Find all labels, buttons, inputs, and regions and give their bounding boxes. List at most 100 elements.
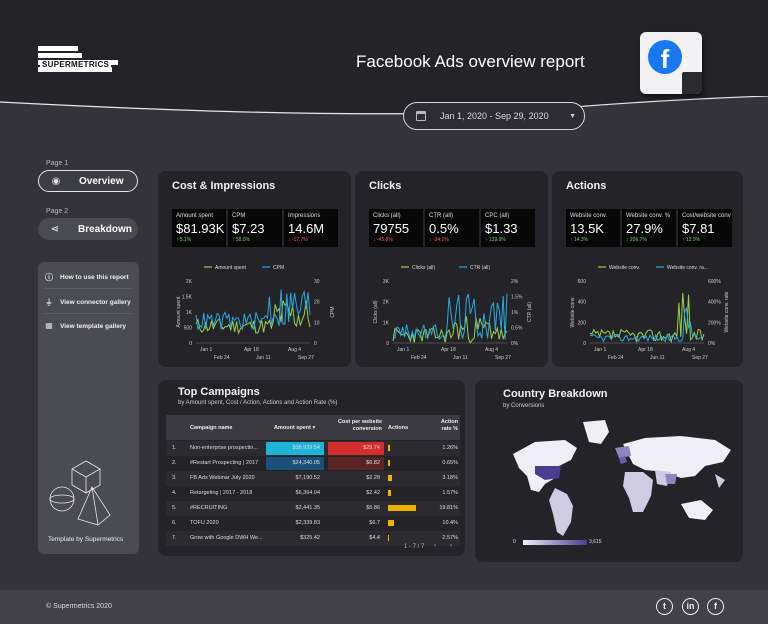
legend-label: Website conv. [609, 265, 640, 271]
table-row[interactable]: 7. Grow with Google DWH We... $325.42 $4… [166, 531, 460, 546]
x-tick-label: Jan 1 [594, 347, 606, 353]
table-row[interactable]: 1. Non-enterprise prospectin... $38,929.… [166, 441, 460, 456]
col-action-rate[interactable]: Action rate % [440, 419, 458, 432]
kpi-value: $81.93K [176, 221, 225, 236]
facebook-icon[interactable]: f [707, 598, 724, 615]
actions-bar [388, 475, 392, 481]
actions-bar [388, 445, 390, 451]
y-axis-label: Website conv. [570, 297, 576, 328]
table-row[interactable]: 6. TOFU 2020 $2,339.83 $6.7 10.4% [166, 516, 460, 531]
legend-label: Clicks (all) [412, 265, 435, 271]
series-line-1 [589, 306, 705, 343]
col-campaign-name[interactable]: Campaign name [190, 425, 233, 431]
kpi-tile: Clicks (all) 79755 ↓ -45.8% [369, 209, 423, 247]
footer: © Supermetrics 2020 t in f [0, 590, 768, 624]
actions-chart: Website conv. Website conv. ra... 600 400 20… [570, 265, 730, 361]
kpi-tile: Website conv. 13.5K ↑ 14.3% [566, 209, 620, 247]
y2-tick-label: 1.5% [511, 295, 523, 301]
series-line-0 [195, 300, 311, 335]
x-tick-label: Sep 27 [298, 355, 314, 361]
country-breakdown-card: Country Breakdown by Conversions 0 3,615 [475, 380, 743, 562]
y2-tick-label: 0 [314, 341, 317, 347]
row-number: 6. [172, 520, 177, 526]
linkedin-icon[interactable]: in [682, 598, 699, 615]
kpi-label: Website conv. [570, 213, 608, 219]
table-row[interactable]: 4. Retargeting | 2017 - 2018 $6,364.04 $… [166, 486, 460, 501]
action-rate: 10.4% [442, 520, 458, 526]
cost-per-conversion: $29.74 [363, 445, 380, 451]
table-row[interactable]: 5. #RECRUITING $2,441.35 $5.86 19.81% [166, 501, 460, 516]
actions-bar [388, 460, 391, 466]
y-tick-label: 400 [578, 300, 587, 306]
card-title: Clicks [369, 180, 402, 192]
legend-label: Website conv. ra... [667, 265, 708, 271]
kpi-value: 79755 [373, 221, 410, 236]
row-number: 5. [172, 505, 177, 511]
facebook-badge: f [640, 32, 702, 94]
kpi-tile: CPC (all) $1.33 ↑ 139.9% [481, 209, 535, 247]
page-title: Facebook Ads overview report [356, 52, 585, 71]
nav-overview-label: Overview [79, 175, 124, 187]
y-tick-label: 600 [578, 279, 587, 285]
usa-region[interactable] [535, 466, 561, 480]
date-range-picker[interactable]: Jan 1, 2020 - Sep 29, 2020 ▼ [403, 102, 585, 130]
nav-breakdown-button[interactable]: ⋖ Breakdown [38, 218, 138, 240]
next-page-icon[interactable]: › [450, 543, 452, 549]
x-tick-label: Jun 11 [650, 355, 665, 361]
cost-per-conversion: $5.86 [366, 505, 380, 511]
kpi-value: 27.9% [626, 221, 663, 236]
y-tick-label: 500 [184, 326, 193, 332]
actions-bar [388, 490, 391, 496]
template-gallery-link[interactable]: ▦ View template gallery [44, 321, 134, 331]
x-tick-label: Aug 4 [682, 347, 695, 353]
table-row[interactable]: 3. FB Ads Webinar July 2020 $7,190.52 $2… [166, 471, 460, 486]
x-tick-label: Jan 1 [397, 347, 409, 353]
cost-per-conversion: $6.82 [366, 460, 380, 466]
share-icon: ⋖ [50, 223, 60, 235]
action-rate: 3.18% [442, 475, 458, 481]
row-number: 7. [172, 535, 177, 541]
y2-axis-label: CTR (all) [527, 302, 533, 322]
prev-page-icon[interactable]: ‹ [434, 543, 436, 549]
world-map [513, 420, 731, 545]
nav-overview-button[interactable]: ◉ Overview [38, 170, 138, 192]
actions-bar [388, 505, 416, 511]
scale-max-label: 3,615 [589, 539, 602, 545]
amount-spent: $38,929.54 [292, 445, 320, 451]
copyright-text: © Supermetrics 2020 [46, 603, 112, 610]
col-amount-spent[interactable]: Amount spent ▾ [274, 425, 316, 431]
table-row[interactable]: 2. #Restart Prospecting | 2017 $24,340.0… [166, 456, 460, 471]
y-tick-label: 1K [383, 320, 390, 326]
col-cost-per-conversion[interactable]: Cost per website conversion [338, 419, 383, 432]
kpi-delta: ↑ 58.0% [232, 237, 251, 243]
y-axis-label: Amount spent [176, 296, 182, 327]
x-tick-label: Apr 18 [441, 347, 456, 353]
header: SUPERMETRICS Facebook Ads overview repor… [0, 0, 768, 136]
spent-heat-cell [266, 457, 324, 470]
card-title: Country Breakdown [503, 388, 608, 400]
cost-per-conversion: $2.28 [366, 475, 380, 481]
series-line-1 [392, 293, 508, 342]
col-actions[interactable]: Actions [388, 425, 409, 431]
page2-label: Page 2 [46, 208, 69, 215]
cpa-heat-cell [328, 442, 384, 455]
kpi-delta: ↑ 139.9% [485, 237, 506, 243]
action-rate: 0.65% [442, 460, 458, 466]
connector-gallery-link[interactable]: ⏚ View connector gallery [44, 297, 134, 307]
campaign-name: FB Ads Webinar July 2020 [190, 475, 255, 481]
kpi-tile: Cost/website conv $7.81 ↑ 13.9% [678, 209, 732, 247]
kpi-tile: Impressions 14.6M ↓ -17.7% [284, 209, 338, 247]
kpi-value: 0.5% [429, 221, 459, 236]
card-subtitle: by Conversions [503, 403, 545, 409]
kpi-value: 13.5K [570, 221, 604, 236]
twitter-icon[interactable]: t [656, 598, 673, 615]
legend-label: CPM [273, 265, 284, 271]
amount-spent: $24,340.05 [292, 460, 320, 466]
x-tick-label: Feb 24 [214, 355, 230, 361]
how-to-use-link[interactable]: ⓘ How to use this report [44, 272, 134, 282]
kpi-label: CPC (all) [485, 213, 510, 219]
page1-label: Page 1 [46, 160, 69, 167]
card-title: Top Campaigns [178, 386, 260, 398]
card-title: Actions [566, 180, 607, 192]
cost-chart: Amount spent CPM 2K 1.5K 1K 500 0 30 20 10 0 Amount… [176, 265, 336, 361]
